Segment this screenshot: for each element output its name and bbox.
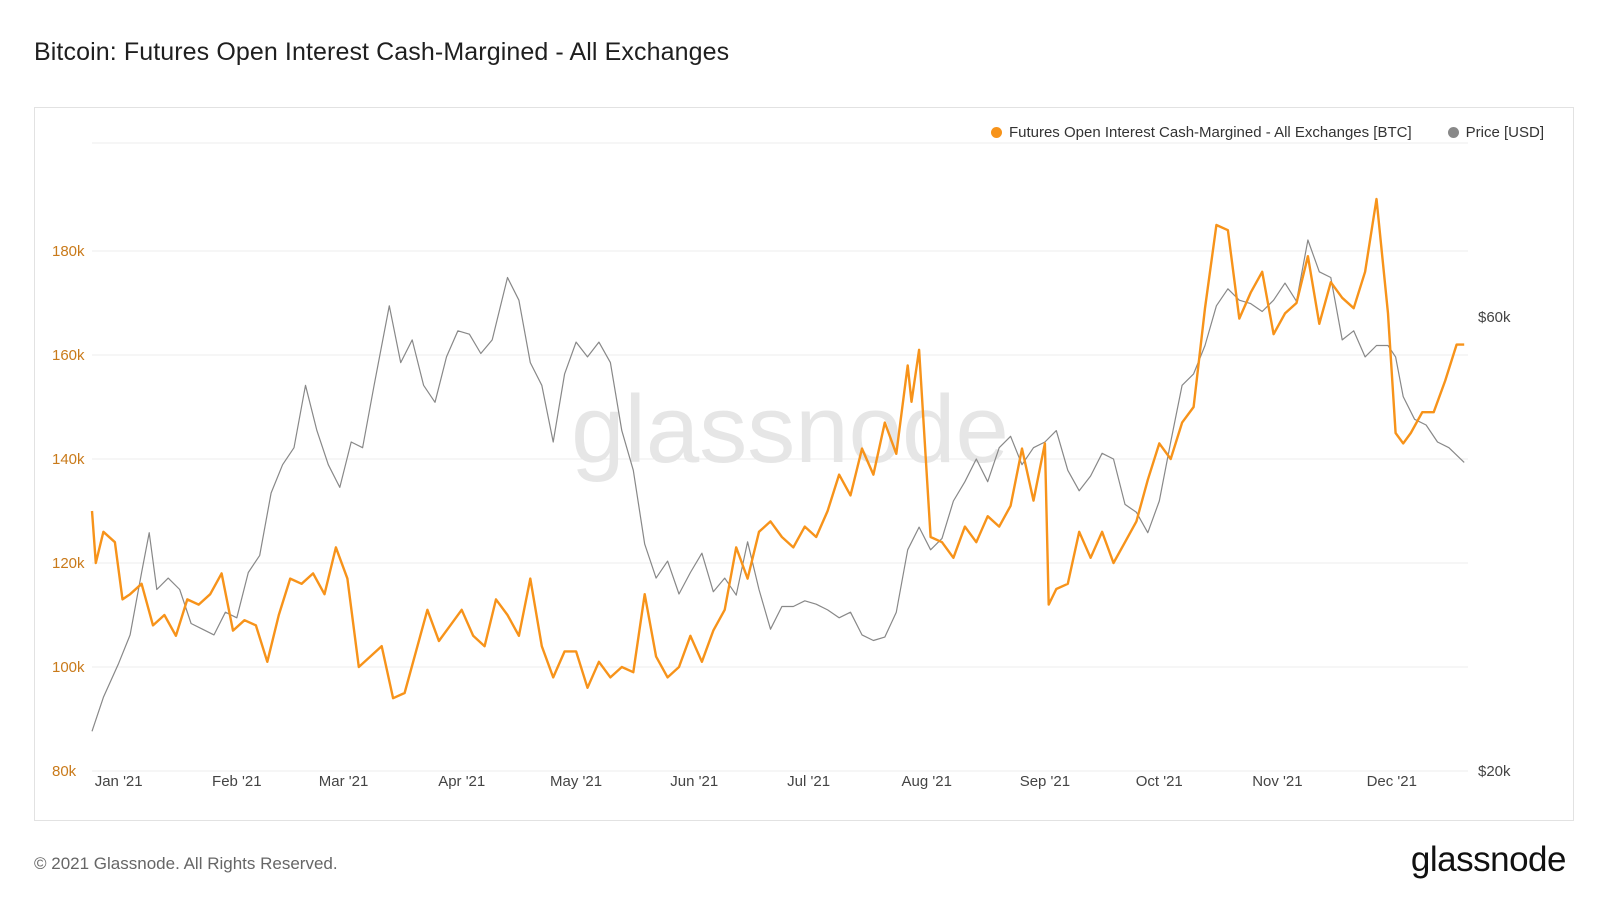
legend-item-price[interactable]: Price [USD]	[1447, 124, 1544, 141]
y-axis-left: 80k 100k 120k 140k 160k 180k	[52, 243, 85, 780]
y-left-tick-label: 120k	[52, 555, 85, 572]
chart-panel	[34, 107, 1574, 821]
y-right-tick-label: $60k	[1478, 309, 1511, 326]
y-left-tick-label: 100k	[52, 659, 85, 676]
x-tick-label: Sep '21	[1020, 773, 1070, 790]
copyright-footer: © 2021 Glassnode. All Rights Reserved.	[34, 854, 338, 873]
x-tick-label: Oct '21	[1136, 773, 1183, 790]
x-tick-label: Jul '21	[787, 773, 830, 790]
y-left-tick-label: 160k	[52, 347, 85, 364]
x-tick-label: Aug '21	[902, 773, 952, 790]
series-lines	[90, 197, 1465, 732]
y-left-tick-label: 80k	[52, 763, 77, 780]
chart-title: Bitcoin: Futures Open Interest Cash-Marg…	[34, 38, 730, 66]
x-tick-label: Jan '21	[95, 773, 143, 790]
legend: Futures Open Interest Cash-Margined - Al…	[990, 124, 1544, 141]
series-line-open-interest[interactable]	[90, 197, 1465, 700]
x-tick-label: Apr '21	[438, 773, 485, 790]
x-axis: Jan '21 Feb '21 Mar '21 Apr '21 May '21 Jun '…	[95, 773, 1417, 790]
legend-item-oi[interactable]: Futures Open Interest Cash-Margined - Al…	[990, 124, 1412, 141]
watermark-logo: glassnode	[571, 376, 1009, 483]
glassnode-logo[interactable]: glassnode	[1410, 840, 1567, 879]
x-tick-label: Jun '21	[670, 773, 718, 790]
x-tick-label: Dec '21	[1367, 773, 1417, 790]
legend-dot-oi	[990, 127, 1002, 138]
y-left-tick-label: 180k	[52, 243, 85, 260]
y-axis-right: $20k $60k	[1478, 309, 1511, 780]
x-tick-label: Nov '21	[1252, 773, 1302, 790]
legend-label-oi: Futures Open Interest Cash-Margined - Al…	[1008, 124, 1412, 141]
x-tick-label: Feb '21	[212, 773, 262, 790]
legend-label-price: Price [USD]	[1465, 124, 1544, 141]
y-right-tick-label: $20k	[1478, 763, 1511, 780]
legend-dot-price	[1447, 127, 1459, 138]
series-line-price[interactable]	[91, 239, 1465, 732]
gridlines	[92, 142, 1468, 772]
x-tick-label: May '21	[550, 773, 602, 790]
y-left-tick-label: 140k	[52, 451, 85, 468]
x-tick-label: Mar '21	[319, 773, 369, 790]
